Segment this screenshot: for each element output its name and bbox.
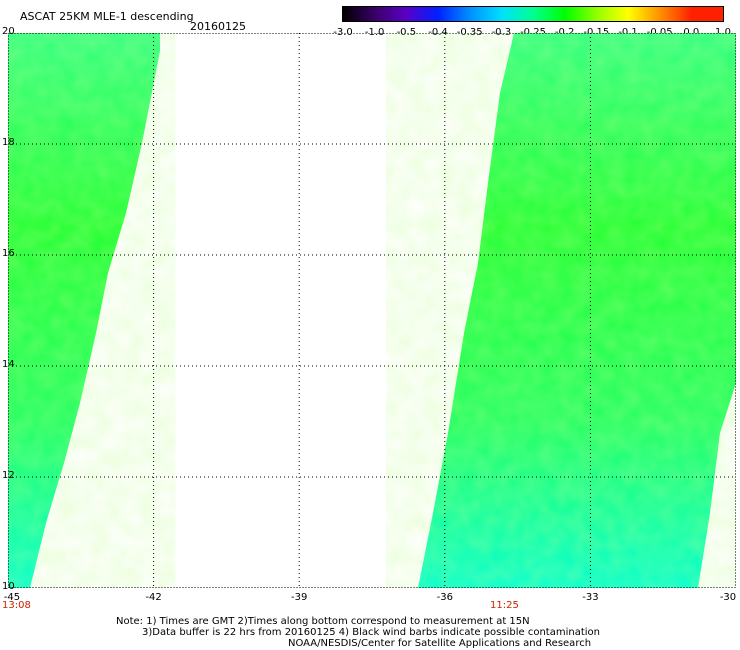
longitude-label: -33 (582, 592, 599, 603)
longitude-label: -30 (719, 592, 737, 603)
colorbar-segment (438, 7, 471, 21)
colorbar-segment (659, 7, 692, 21)
colorbar-tick-label: -0.05 (646, 27, 673, 38)
swath-right (418, 33, 736, 588)
longitude-label: -42 (145, 592, 162, 603)
time-label-right: 11:25 (490, 600, 519, 611)
colorbar-segment (628, 7, 661, 21)
colorbar-segment (501, 7, 534, 21)
colorbar-segment (469, 7, 502, 21)
colorbar-segment (406, 7, 439, 21)
colorbar-tick-label: -0.5 (396, 27, 417, 38)
note-line-3: NOAA/NESDIS/Center for Satellite Applica… (288, 638, 592, 649)
colorbar-segment (374, 7, 407, 21)
colorbar-tick-label: -0.25 (520, 27, 546, 38)
latitude-label: 20 (2, 26, 15, 37)
colorbar-tick-label: 0.0 (683, 27, 700, 38)
note-line-1: Note: 1) Times are GMT 2)Times along bot… (116, 616, 530, 627)
colorbar-tick-label: -0.2 (554, 27, 575, 38)
colorbar-segment (564, 7, 597, 21)
latitude-label: 10 (2, 581, 15, 592)
swath-left (8, 33, 160, 588)
map-date: 20160125 (190, 20, 246, 33)
colorbar-tick-label: -0.35 (456, 27, 483, 38)
longitude-label: -39 (291, 592, 308, 603)
colorbar-segment (343, 7, 376, 21)
latitude-label: 18 (2, 137, 15, 148)
note-line-2: 3)Data buffer is 22 hrs from 20160125 4)… (142, 627, 600, 638)
swath-map (8, 33, 736, 588)
colorbar-tick-label: 1.0 (715, 27, 731, 38)
time-label-left: 13:08 (2, 600, 31, 611)
map-frame (8, 33, 736, 588)
colorbar-segment (533, 7, 566, 21)
latitude-label: 14 (2, 359, 15, 370)
latitude-label: 16 (2, 248, 15, 259)
longitude-label: -36 (436, 592, 453, 603)
latitude-label: 12 (2, 470, 15, 481)
map-title: ASCAT 25KM MLE-1 descending (20, 10, 194, 23)
colorbar-tick-label: -0.1 (618, 27, 638, 38)
colorbar (342, 6, 724, 22)
colorbar-tick-label: -0.4 (428, 27, 448, 38)
colorbar-tick-label: -3.0 (333, 27, 353, 38)
longitude-label: -45 (3, 592, 21, 603)
graticule (8, 33, 736, 588)
colorbar-tick-label: -1.0 (364, 27, 385, 38)
colorbar-segment (596, 7, 629, 21)
colorbar-tick-label: -0.15 (583, 27, 610, 38)
colorbar-tick-label: -0.3 (491, 27, 512, 38)
colorbar-segment (691, 7, 724, 21)
